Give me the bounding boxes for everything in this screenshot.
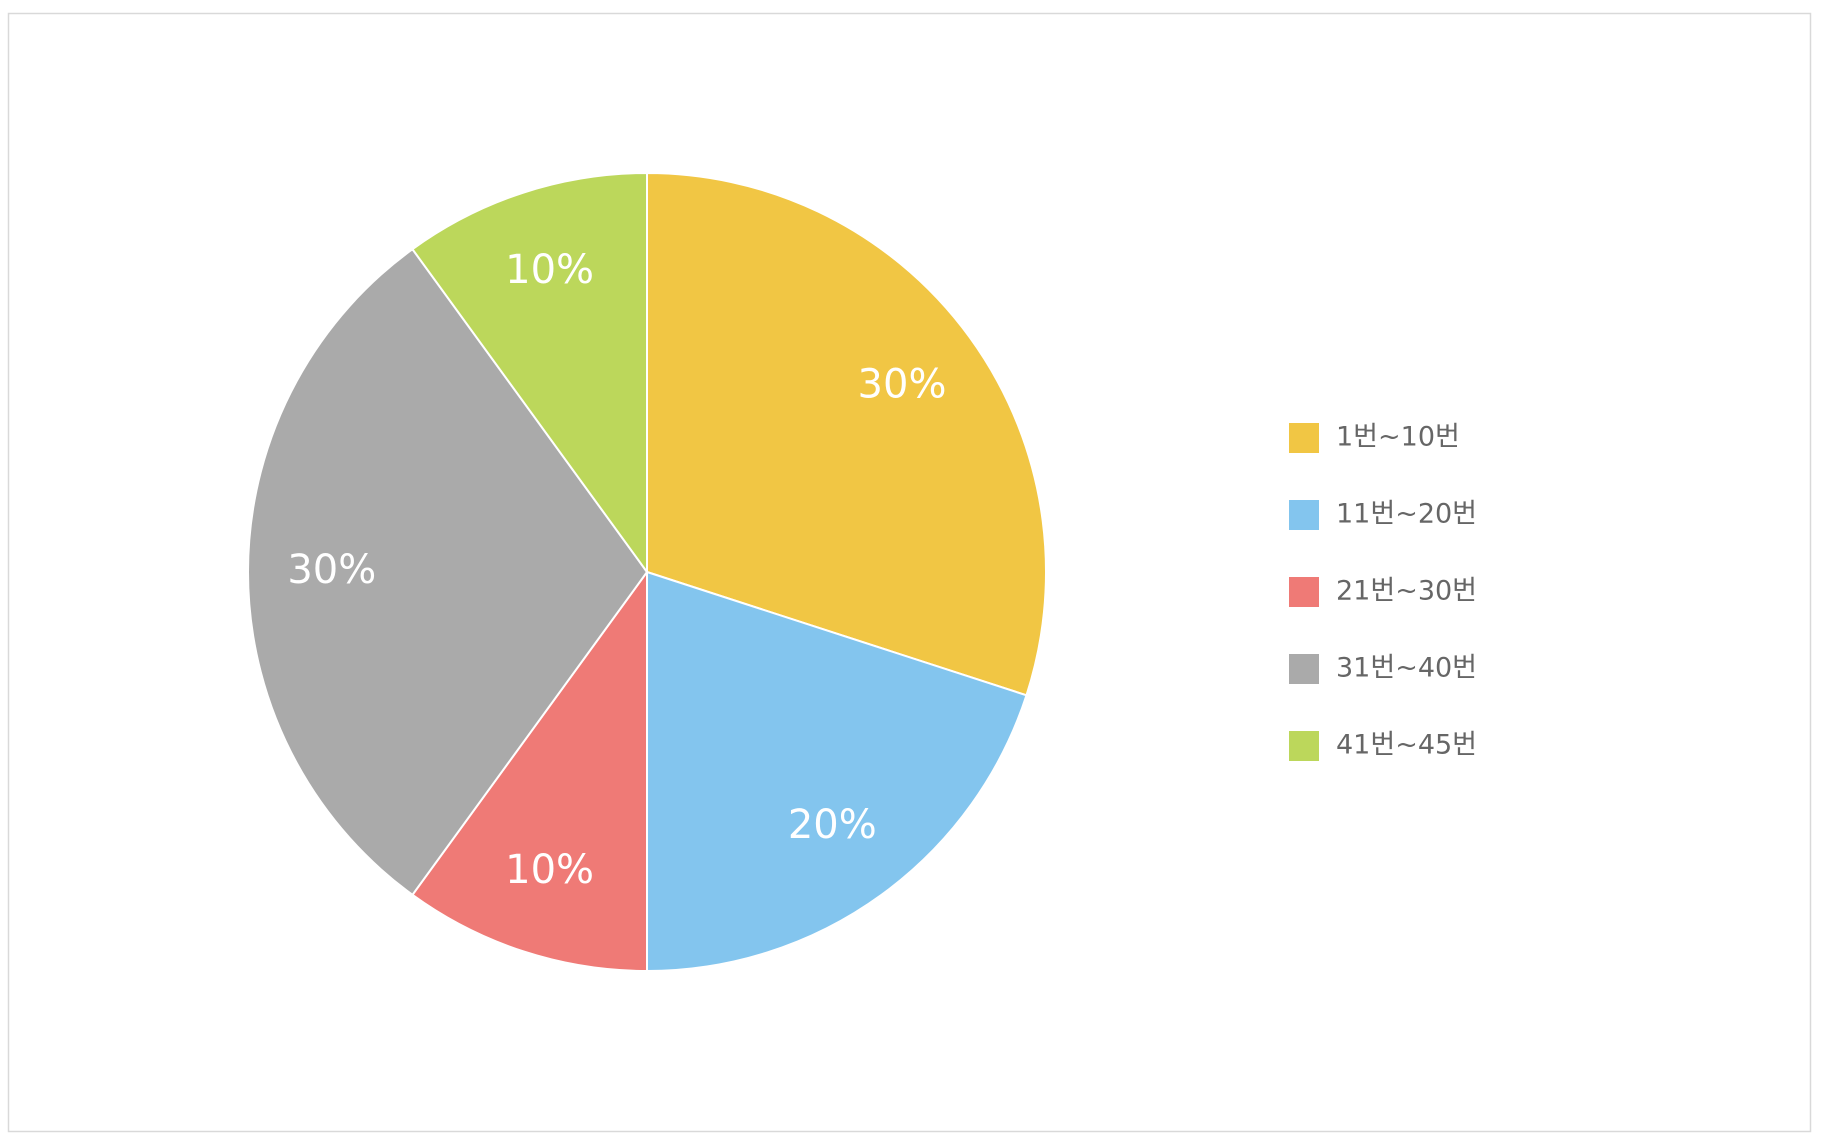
legend-label: 11번~20번 (1336, 499, 1477, 530)
legend-swatch (1289, 423, 1319, 453)
slice-label: 30% (858, 362, 947, 408)
slice-label: 30% (287, 547, 376, 593)
legend-label: 21번~30번 (1336, 576, 1477, 607)
slice-label: 10% (505, 847, 594, 893)
legend-label: 41번~45번 (1336, 730, 1477, 761)
pie-slice (411, 568, 648, 973)
pie-slice (247, 247, 649, 897)
legend-swatch (1289, 654, 1319, 684)
pie-slice (646, 171, 1047, 697)
legend-swatch (1289, 577, 1319, 607)
legend-swatch (1289, 500, 1319, 530)
pie-slice (646, 570, 1028, 973)
legend-swatch (1289, 731, 1319, 761)
legend-label: 31번~40번 (1336, 653, 1477, 684)
legend-label: 1번~10번 (1336, 422, 1460, 453)
pie-slice (411, 171, 648, 576)
slice-label: 20% (788, 802, 877, 848)
slice-label: 10% (505, 247, 594, 293)
